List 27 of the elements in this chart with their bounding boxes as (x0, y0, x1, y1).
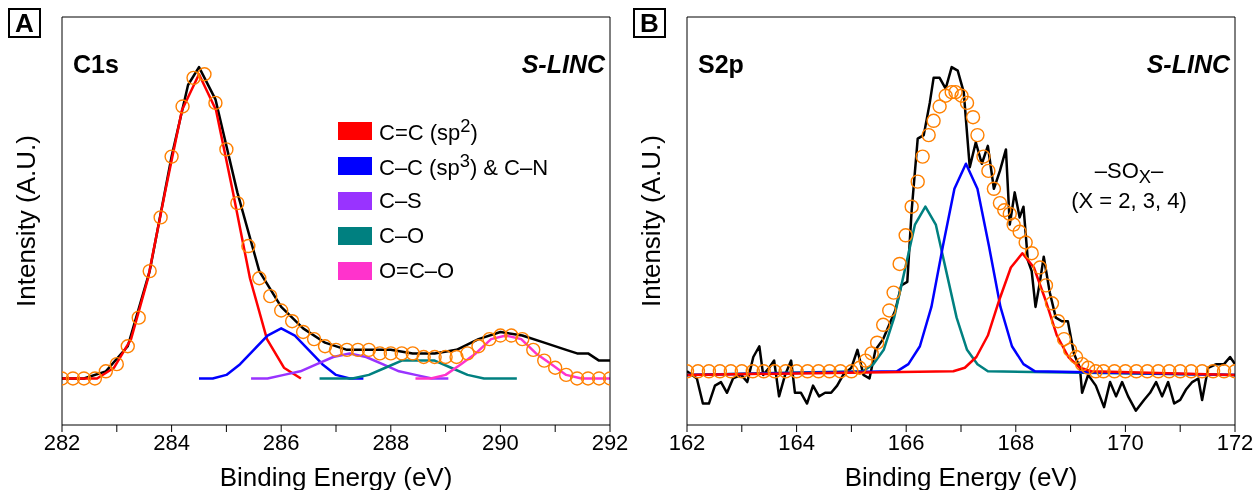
text: A (8, 8, 41, 38)
legend-label: C–S (379, 187, 422, 214)
x-tick-label: 166 (887, 429, 925, 455)
x-tick-label: 288 (372, 429, 410, 455)
text: B (633, 8, 666, 38)
y-axis-title: Intensity (A.U.) (636, 135, 667, 307)
x-tick-label: 172 (1216, 429, 1254, 455)
legend-label: C–C (sp$^{3}$) & C–N (379, 149, 549, 182)
annotation: C1s (73, 50, 119, 79)
x-tick-label: 282 (43, 429, 81, 455)
x-tick-label: 290 (482, 429, 519, 455)
y-axis-title: Intensity (A.U.) (11, 135, 42, 307)
x-tick-label: 170 (1107, 429, 1144, 455)
x-tick-label: 286 (262, 429, 300, 455)
legend-label: O=C–O (379, 257, 455, 284)
annotation: (X = 2, 3, 4) (1071, 188, 1187, 214)
annotation: S-LINC (521, 50, 605, 79)
legend-label: C–O (379, 222, 425, 249)
x-tick-label: 162 (668, 429, 706, 455)
legend-label: C=C (sp$^{2}$) (379, 114, 478, 147)
annotation: S2p (698, 50, 744, 79)
x-tick-label: 292 (591, 429, 629, 455)
annotation: S-LINC (1146, 50, 1230, 79)
x-tick-label: 284 (153, 429, 190, 455)
annotation: –SO$_{X}$– (1094, 158, 1164, 189)
x-tick-label: 164 (778, 429, 815, 455)
x-tick-label: 168 (997, 429, 1035, 455)
